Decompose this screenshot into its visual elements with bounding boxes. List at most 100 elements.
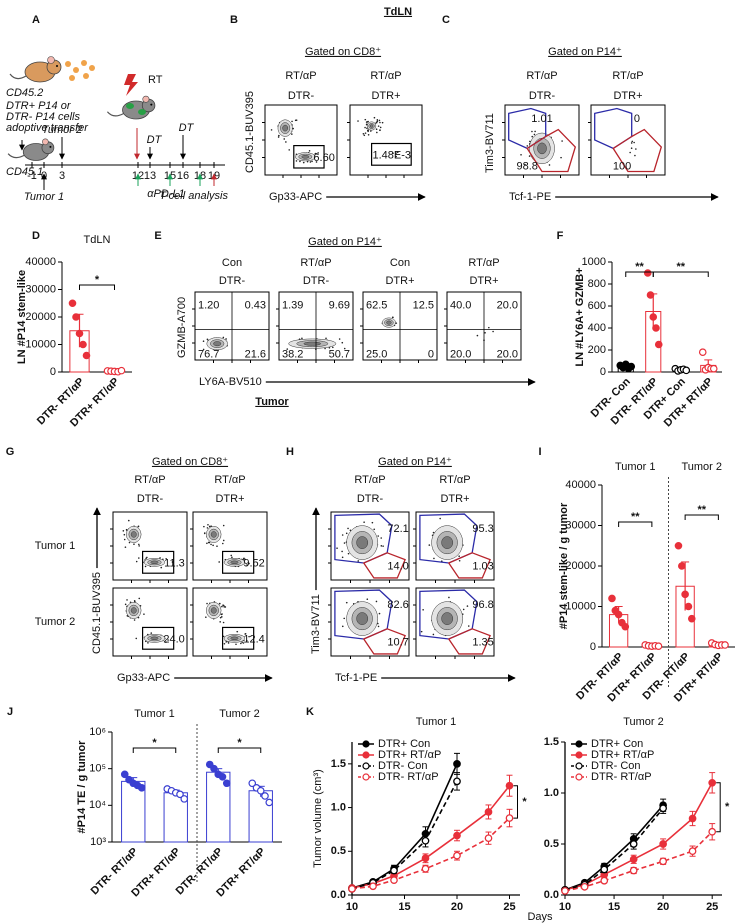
schematic-label: DTR- P14 cells [6, 111, 80, 123]
event-dot [343, 347, 346, 350]
gate-value: 76.7 [198, 348, 219, 360]
event-dot [309, 161, 312, 163]
density-contour [303, 341, 322, 346]
column-label: DTR+ [215, 493, 244, 505]
column-label: RT/αP [285, 70, 316, 82]
event-dot [373, 528, 376, 531]
gate-value: 20.0 [497, 300, 518, 312]
event-dot [278, 134, 280, 137]
event-dot [395, 322, 398, 324]
panel-letter: H [286, 446, 294, 458]
column-label: RT/αP [134, 474, 165, 486]
event-dot [534, 130, 536, 133]
gate-value: 12.4 [243, 634, 264, 646]
density-contour [130, 607, 137, 614]
gate-value: 1.48E-3 [372, 149, 411, 161]
event-dot [476, 334, 479, 337]
flow-plot: 12.4 [190, 587, 268, 659]
donor-mouse [9, 56, 62, 83]
legend-label: DTR- RT/αP [378, 771, 439, 783]
event-dot [343, 542, 346, 544]
y-tick-label: 0.0 [544, 889, 559, 901]
significance: * [152, 737, 157, 749]
event-dot [248, 562, 250, 565]
chart-title: Tumor 2 [623, 716, 664, 728]
event-dot [283, 138, 286, 140]
event-dot [225, 641, 228, 643]
event-dot [364, 118, 367, 121]
event-dot [128, 541, 131, 544]
event-dot [227, 642, 230, 644]
column-label: Con [390, 257, 410, 269]
tumor-mark [126, 103, 134, 109]
event-dot [484, 331, 486, 334]
data-point [453, 831, 461, 840]
data-point [629, 855, 638, 864]
flow-plot: 6.60 [262, 104, 338, 178]
data-point [261, 792, 269, 800]
event-dot [135, 560, 138, 563]
event-dot [242, 557, 245, 560]
mouse-tail [9, 73, 27, 80]
panel-letter: B [230, 14, 238, 26]
event-dot [144, 565, 147, 568]
flow-plot: 24.0 [110, 587, 188, 659]
y-tick-label: 10⁴ [89, 799, 106, 811]
event-dot [341, 341, 344, 344]
gate-value: 1.03 [472, 560, 493, 572]
event-dot [629, 151, 631, 154]
event-dot [422, 608, 424, 611]
column-label: DTR- [357, 493, 384, 505]
data-point [698, 348, 707, 357]
axis-label: Tcf-1-PE [509, 191, 551, 203]
gate [447, 552, 491, 579]
column-label: RT/αP [354, 474, 385, 486]
event-dot [222, 635, 225, 638]
significance: * [725, 801, 730, 813]
event-dot [432, 531, 435, 534]
gate [142, 550, 175, 574]
mouse-eye [56, 65, 58, 67]
mouse-eye [150, 103, 153, 106]
gate-value: 40.0 [450, 300, 471, 312]
column-label: Con [222, 257, 242, 269]
column-label: DTR+ [385, 275, 414, 287]
x-tick-label: 20 [451, 901, 463, 913]
y-tick-label: 1.5 [331, 758, 346, 770]
gate [293, 145, 325, 169]
section-header: Tumor [255, 396, 289, 408]
gate-value: 20.0 [450, 348, 471, 360]
event-dot [221, 605, 223, 608]
event-dot [306, 160, 309, 163]
cell [83, 73, 89, 79]
event-dot [270, 129, 273, 131]
data-point [421, 836, 430, 845]
day-label: 16 [177, 170, 189, 182]
event-dot [138, 597, 141, 600]
event-dot [216, 545, 218, 547]
legend-marker [575, 751, 583, 759]
event-dot [375, 128, 378, 131]
density-contour [537, 142, 547, 155]
event-dot [365, 121, 368, 123]
column-label: RT/αP [439, 474, 470, 486]
gate-value: 72.1 [387, 523, 408, 535]
event-dot [123, 538, 126, 541]
event-dot [439, 517, 441, 520]
plot-frame [192, 511, 268, 581]
event-dot [364, 132, 367, 134]
plot-frame [590, 104, 666, 176]
column-label: RT/αP [612, 70, 643, 82]
data-point [68, 299, 77, 308]
density-contour [130, 531, 137, 538]
event-dot [391, 316, 394, 319]
legend-label: DTR+ Con [591, 738, 643, 750]
radiation-bolt [124, 74, 138, 96]
data-point [684, 602, 693, 611]
event-dot [126, 599, 128, 601]
density-contour [210, 531, 217, 538]
data-point [649, 313, 658, 321]
event-dot [245, 639, 248, 642]
data-point [659, 857, 667, 866]
